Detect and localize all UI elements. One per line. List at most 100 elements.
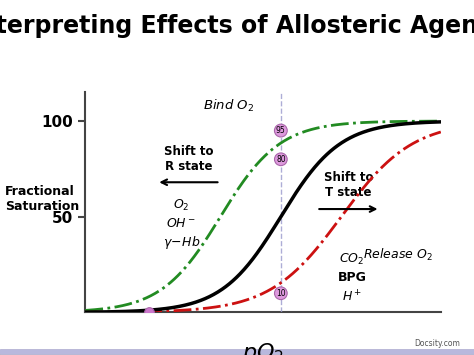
Text: $\it{p}O_2$: $\it{p}O_2$ [242, 341, 284, 355]
Bar [0, 353, 474, 355]
Bar [0, 351, 474, 353]
Bar [0, 352, 474, 355]
Text: Docsity.com: Docsity.com [414, 339, 460, 348]
Bar [0, 351, 474, 354]
Bar [0, 351, 474, 354]
Bar [0, 351, 474, 354]
Bar [0, 351, 474, 354]
Bar [0, 352, 474, 354]
Bar [0, 352, 474, 354]
Bar [0, 352, 474, 354]
Bar [0, 351, 474, 354]
Bar [0, 353, 474, 355]
Bar [0, 351, 474, 353]
Bar [0, 352, 474, 354]
Bar [0, 350, 474, 353]
Bar [0, 351, 474, 353]
Bar [0, 353, 474, 355]
Bar [0, 350, 474, 353]
Bar [0, 351, 474, 354]
Bar [0, 351, 474, 354]
Bar [0, 353, 474, 355]
Bar [0, 351, 474, 354]
Bar [0, 351, 474, 353]
Bar [0, 351, 474, 354]
Bar [0, 353, 474, 355]
Bar [0, 353, 474, 355]
Bar [0, 353, 474, 355]
Text: Shift to
R state: Shift to R state [164, 145, 213, 173]
Bar [0, 353, 474, 355]
Bar [0, 353, 474, 355]
Bar [0, 353, 474, 355]
Bar [0, 350, 474, 353]
Bar [0, 351, 474, 354]
Bar [0, 351, 474, 354]
Bar [0, 350, 474, 353]
Bar [0, 352, 474, 354]
Bar [0, 351, 474, 353]
Bar [0, 351, 474, 353]
Bar [0, 351, 474, 353]
Bar [0, 351, 474, 354]
Bar [0, 350, 474, 353]
Bar [0, 351, 474, 354]
Bar [0, 353, 474, 355]
Bar [0, 352, 474, 355]
Bar [0, 351, 474, 353]
Bar [0, 351, 474, 354]
Bar [0, 352, 474, 355]
Bar [0, 351, 474, 354]
Bar [0, 352, 474, 354]
Bar [0, 352, 474, 355]
Bar [0, 352, 474, 355]
Bar [0, 352, 474, 354]
Bar [0, 351, 474, 353]
Bar [0, 352, 474, 354]
Bar [0, 352, 474, 354]
Bar [0, 351, 474, 354]
Bar [0, 352, 474, 354]
Bar [0, 351, 474, 353]
Bar [0, 351, 474, 353]
Bar [0, 351, 474, 353]
Text: $\it{Bind}\ O_2$: $\it{Bind}\ O_2$ [202, 98, 254, 114]
Bar [0, 351, 474, 354]
Bar [0, 350, 474, 353]
Bar [0, 352, 474, 354]
Bar [0, 351, 474, 353]
Bar [0, 352, 474, 354]
Bar [0, 352, 474, 354]
Bar [0, 353, 474, 355]
Bar [0, 351, 474, 354]
Bar [0, 352, 474, 355]
Bar [0, 351, 474, 354]
Bar [0, 350, 474, 353]
Bar [0, 352, 474, 354]
Bar [0, 351, 474, 353]
Bar [0, 353, 474, 355]
Bar [0, 351, 474, 354]
Bar [0, 352, 474, 354]
Bar [0, 350, 474, 353]
Bar [0, 352, 474, 354]
Bar [0, 351, 474, 353]
Bar [0, 350, 474, 353]
Bar [0, 351, 474, 353]
Bar [0, 351, 474, 354]
Bar [0, 351, 474, 354]
Bar [0, 351, 474, 353]
Bar [0, 351, 474, 353]
Text: $\it{Release}\ O_2$: $\it{Release}\ O_2$ [363, 247, 432, 263]
Bar [0, 352, 474, 355]
Bar [0, 353, 474, 355]
Bar [0, 351, 474, 353]
Bar [0, 352, 474, 355]
Text: Fractional
Saturation: Fractional Saturation [5, 185, 79, 213]
Bar [0, 352, 474, 355]
Bar [0, 351, 474, 354]
Bar [0, 352, 474, 354]
Bar [0, 351, 474, 353]
Bar [0, 350, 474, 353]
Bar [0, 351, 474, 353]
